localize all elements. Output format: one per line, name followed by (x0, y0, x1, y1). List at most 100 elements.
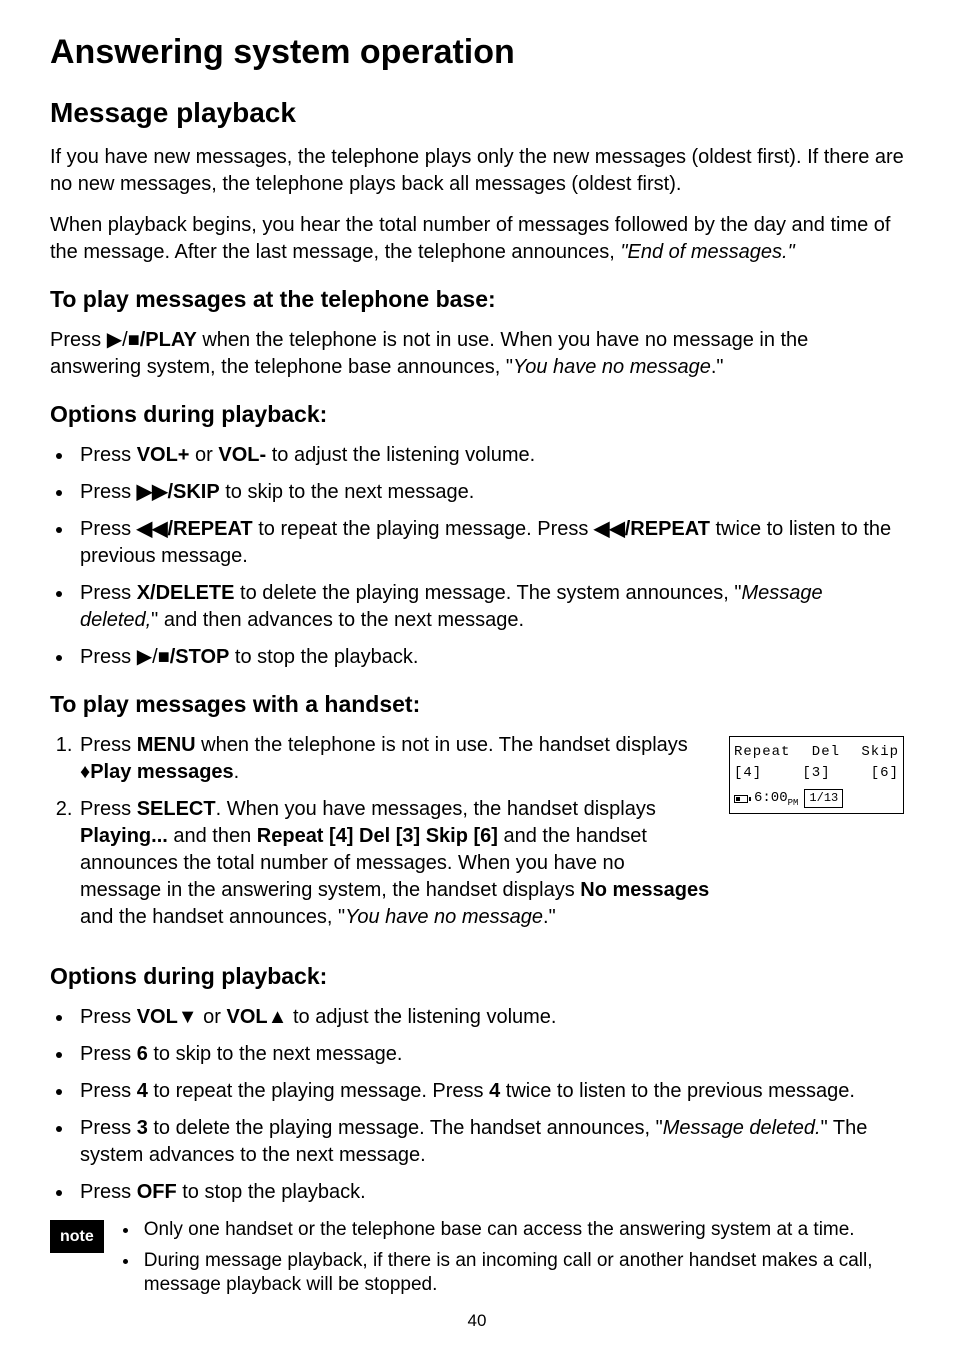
options-list-2: Press VOL▼ or VOL▲ to adjust the listeni… (50, 1004, 904, 1206)
key-label: ◀◀/REPEAT (137, 518, 253, 540)
note-list: Only one handset or the telephone base c… (118, 1218, 904, 1304)
key-label: /PLAY (140, 329, 197, 351)
subheading-options-2: Options during playback: (50, 961, 904, 992)
subheading-base: To play messages at the telephone base: (50, 284, 904, 315)
key-label: 4 (137, 1080, 148, 1102)
lcd-skip-label: Skip (861, 743, 899, 762)
text: Press (80, 1117, 137, 1139)
page-number: 40 (50, 1310, 904, 1333)
list-item: Press SELECT. When you have messages, th… (78, 796, 711, 931)
text: to skip to the next message. (220, 481, 475, 503)
text: to repeat the playing message. Press (253, 518, 594, 540)
key-label: X/DELETE (137, 582, 235, 604)
list-item: Press X/DELETE to delete the playing mes… (74, 580, 904, 634)
lcd-repeat-label: Repeat (734, 743, 790, 762)
key-label: VOL- (218, 444, 266, 466)
voice-prompt: You have no message (345, 906, 543, 928)
lcd-time-value: 6:00 (754, 790, 788, 806)
handset-steps: Press MENU when the telephone is not in … (50, 732, 711, 931)
options-list-1: Press VOL+ or VOL- to adjust the listeni… (50, 442, 904, 671)
text: to stop the playback. (177, 1181, 366, 1203)
text: to skip to the next message. (148, 1043, 403, 1065)
key-label: SELECT (137, 798, 216, 820)
key-label: 6 (137, 1043, 148, 1065)
key-label: VOL+ (137, 444, 190, 466)
subheading-handset: To play messages with a handset: (50, 689, 904, 720)
diamond-icon: ♦ (80, 761, 90, 783)
quote-text: "End of messages." (620, 241, 794, 263)
text: or (198, 1006, 227, 1028)
text: Press (80, 1181, 137, 1203)
list-item: Press MENU when the telephone is not in … (78, 732, 711, 786)
text: twice to listen to the previous message. (500, 1080, 855, 1102)
list-item: Press OFF to stop the playback. (74, 1179, 904, 1206)
lcd-row-labels: Repeat Del Skip (734, 743, 899, 762)
base-instruction: Press ▶/■/PLAY when the telephone is not… (50, 327, 904, 381)
page-title: Answering system operation (50, 30, 904, 76)
lcd-key-4: [4] (734, 764, 762, 783)
text: Press (80, 518, 137, 540)
list-item: Press 6 to skip to the next message. (74, 1041, 904, 1068)
text: and then (168, 825, 257, 847)
list-item: Press 3 to delete the playing message. T… (74, 1115, 904, 1169)
text: to delete the playing message. The syste… (234, 582, 741, 604)
key-label: OFF (137, 1181, 177, 1203)
text: to adjust the listening volume. (266, 444, 535, 466)
voice-prompt: Message deleted. (663, 1117, 821, 1139)
text: Press (80, 582, 137, 604)
key-label: ▶▶/SKIP (137, 481, 220, 503)
key-label: VOL▲ (227, 1006, 288, 1028)
text: to adjust the listening volume. (287, 1006, 556, 1028)
text: to repeat the playing message. Press (148, 1080, 489, 1102)
lcd-ampm: PM (788, 797, 799, 807)
text: to stop the playback. (229, 646, 418, 668)
list-item: Press ◀◀/REPEAT to repeat the playing me… (74, 516, 904, 570)
list-item: Press VOL+ or VOL- to adjust the listeni… (74, 442, 904, 469)
lcd-row-keys: [4] [3] [6] (734, 764, 899, 783)
note-item: During message playback, if there is an … (140, 1249, 904, 1298)
key-label: MENU (137, 734, 196, 756)
display-text: No messages (580, 879, 709, 901)
lcd-date-box: 1/13 (804, 789, 843, 807)
text: Press (50, 329, 107, 351)
key-label: 3 (137, 1117, 148, 1139)
text: " and then advances to the next message. (151, 609, 524, 631)
key-label: ◀◀/REPEAT (594, 518, 710, 540)
display-text: Repeat [4] Del [3] Skip [6] (257, 825, 498, 847)
list-item: Press ▶/■/STOP to stop the playback. (74, 644, 904, 671)
display-text: Playing... (80, 825, 168, 847)
section-heading: Message playback (50, 94, 904, 132)
list-item: Press ▶▶/SKIP to skip to the next messag… (74, 479, 904, 506)
handset-lcd-illustration: Repeat Del Skip [4] [3] [6] 6:00PM 1/13 (729, 736, 904, 814)
intro-paragraph-2: When playback begins, you hear the total… (50, 212, 904, 266)
lcd-status-row: 6:00PM 1/13 (734, 789, 899, 809)
list-item: Press 4 to repeat the playing message. P… (74, 1078, 904, 1105)
key-label: VOL▼ (137, 1006, 198, 1028)
text: Press (80, 646, 137, 668)
text: . When you have messages, the handset di… (216, 798, 656, 820)
text: . (234, 761, 240, 783)
text: Press (80, 1006, 137, 1028)
key-label: 4 (489, 1080, 500, 1102)
text: when the telephone is not in use. The ha… (196, 734, 688, 756)
note-badge: note (50, 1220, 104, 1254)
text: to delete the playing message. The hands… (148, 1117, 663, 1139)
text: Press (80, 734, 137, 756)
text: Press (80, 481, 137, 503)
text: Press (80, 798, 137, 820)
lcd-del-label: Del (812, 743, 840, 762)
menu-item-label: Play messages (90, 761, 233, 783)
battery-icon (734, 795, 748, 803)
lcd-time: 6:00PM (754, 789, 798, 809)
key-label: /STOP (170, 646, 230, 668)
voice-prompt: You have no message (513, 356, 711, 378)
text: ." (543, 906, 556, 928)
list-item: Press VOL▼ or VOL▲ to adjust the listeni… (74, 1004, 904, 1031)
text: ." (711, 356, 724, 378)
subheading-options-1: Options during playback: (50, 399, 904, 430)
intro-paragraph-1: If you have new messages, the telephone … (50, 144, 904, 198)
lcd-date-value: 1/13 (809, 789, 838, 805)
text: and the handset announces, " (80, 906, 345, 928)
note-item: Only one handset or the telephone base c… (140, 1218, 904, 1243)
note-block: note Only one handset or the telephone b… (50, 1218, 904, 1304)
